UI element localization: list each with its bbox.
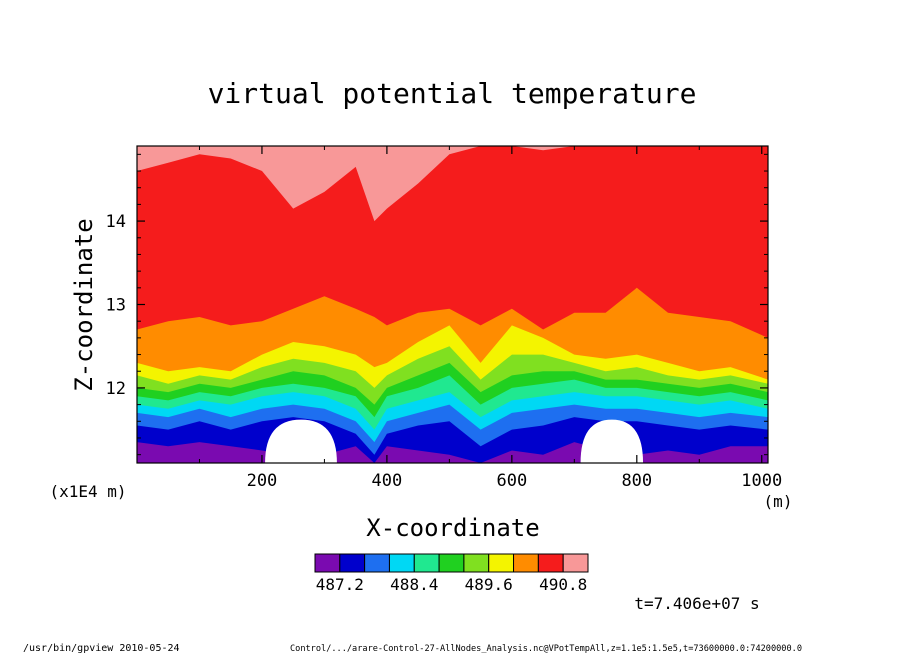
colorbar-label: 490.8: [539, 575, 587, 594]
colorbar-swatch-5: [438, 553, 465, 573]
program-info: /usr/bin/gpview 2010-05-24: [23, 643, 180, 654]
time-label: t=7.406e+07 s: [634, 594, 759, 613]
below-range-regions: [265, 419, 644, 463]
colorbar-label: 489.6: [465, 575, 513, 594]
white-region-1: [580, 419, 644, 463]
x-tick-label: 1000: [741, 471, 782, 491]
x-tick-label: 600: [496, 471, 527, 491]
x-tick-label: 200: [247, 471, 278, 491]
y-tick-label: 14: [106, 212, 126, 232]
x-axis-ticks: 200 400 600 800 1000: [198, 146, 782, 491]
colorbar-label: 487.2: [316, 575, 364, 594]
chart-title: virtual potential temperature: [208, 77, 697, 110]
colorbar-swatch-8: [513, 553, 539, 573]
x-axis-label: X-coordinate: [366, 514, 539, 542]
colorbar-swatch-6: [463, 553, 490, 573]
colorbar-swatch-10: [562, 553, 589, 573]
y-axis-unit: (x1E4 m): [49, 482, 126, 501]
x-tick-label: 400: [372, 471, 403, 491]
y-axis-label: Z-coordinate: [70, 218, 98, 391]
y-tick-label: 13: [106, 296, 126, 316]
colorbar-swatch-9: [537, 553, 564, 573]
colorbar-swatch-4: [413, 553, 440, 573]
colorbar-labels: 487.2 488.4 489.6 490.8: [316, 575, 588, 594]
colorbar-swatch-7: [488, 553, 515, 573]
colorbar-swatch-1: [339, 553, 366, 573]
x-axis-unit: (m): [764, 492, 793, 511]
source-info: Control/.../arare-Control-27-AllNodes_An…: [290, 644, 802, 654]
y-axis-ticks: 12 13 14: [106, 153, 768, 456]
x-tick-label: 800: [621, 471, 652, 491]
y-tick-label: 12: [106, 379, 126, 399]
colorbar-swatch-0: [314, 553, 341, 573]
colorbar-swatch-2: [364, 553, 390, 573]
colorbar: [314, 553, 589, 573]
white-region-0: [265, 419, 337, 463]
colorbar-swatch-3: [388, 553, 415, 573]
contour-bands: [137, 146, 768, 463]
colorbar-label: 488.4: [390, 575, 438, 594]
